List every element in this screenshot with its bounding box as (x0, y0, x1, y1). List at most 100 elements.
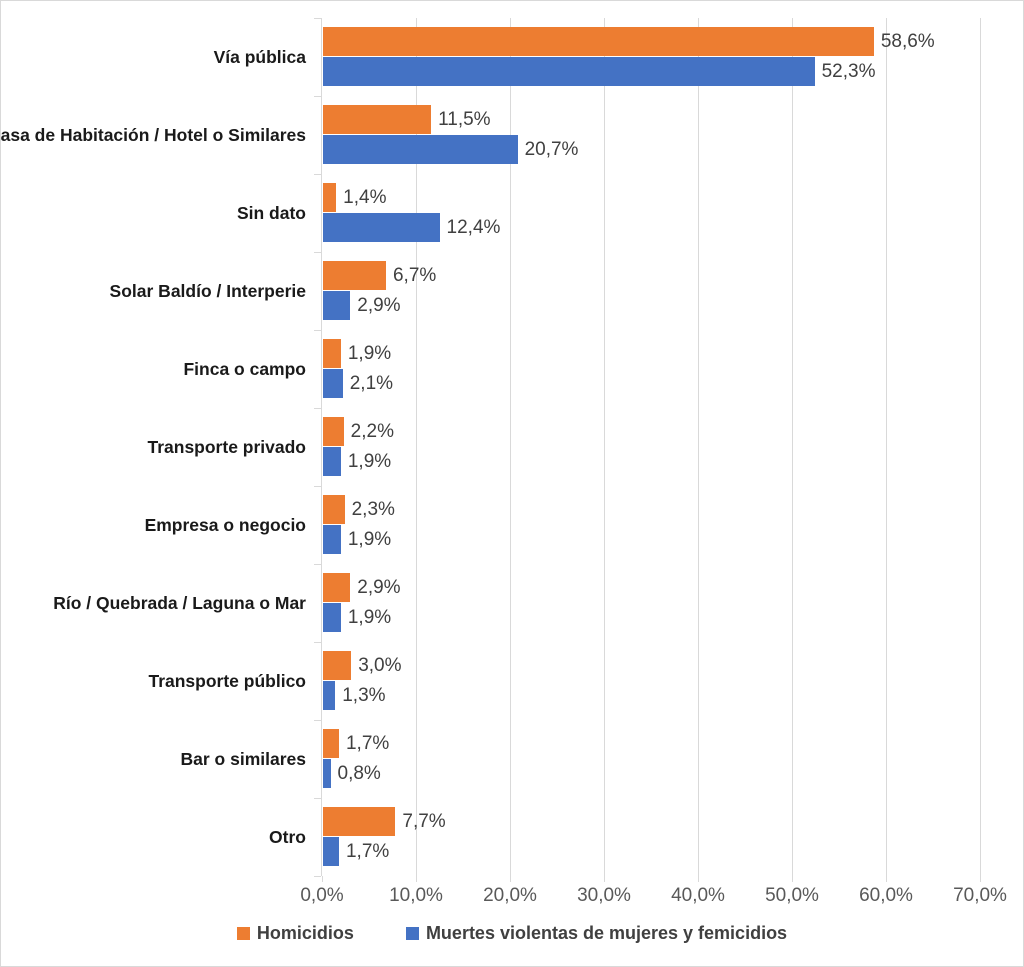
bar-group: 1,9% 2,1% (322, 330, 980, 408)
bar-value-label: 2,3% (351, 499, 395, 520)
value-axis-tick (416, 876, 417, 882)
category-axis-tick (314, 642, 321, 643)
bar-value-label: 2,2% (350, 421, 394, 442)
bar-value-label: 0,8% (337, 763, 381, 784)
category-axis-label: Río / Quebrada / Laguna o Mar (53, 593, 306, 613)
bar-value-label: 1,4% (343, 187, 387, 208)
bar[interactable] (323, 291, 351, 320)
bar[interactable] (323, 135, 518, 164)
gridline (416, 18, 417, 876)
bar-value-label: 1,7% (345, 733, 390, 754)
value-axis-tick-label: 20,0% (483, 885, 537, 906)
category-axis-tick (314, 18, 321, 19)
legend-label: Muertes violentas de mujeres y femicidio… (425, 923, 788, 943)
bar-value-label: 2,9% (357, 295, 401, 316)
category-axis-tick (314, 330, 321, 331)
bar-value-label: 2,1% (349, 373, 394, 394)
category-axis-label: Vía pública (213, 47, 306, 67)
bar[interactable] (323, 105, 432, 134)
bar-group: 2,3% 1,9% (322, 486, 980, 564)
bar[interactable] (323, 261, 386, 290)
category-axis-tick (314, 564, 321, 565)
value-axis-tick-label: 0,0% (300, 885, 344, 906)
legend-swatch-icon (236, 927, 250, 940)
category-axis-label: Sin dato (236, 203, 306, 223)
bar[interactable] (323, 57, 815, 86)
bar[interactable] (323, 603, 341, 632)
bar-value-label: 1,3% (342, 685, 386, 706)
category-axis-tick (314, 96, 321, 97)
bar-value-label: 3,0% (358, 655, 402, 676)
bar[interactable] (323, 573, 351, 602)
value-axis-tick (604, 876, 605, 882)
category-axis-tick (314, 174, 321, 175)
value-axis-tick (510, 876, 511, 882)
bar[interactable] (323, 183, 337, 212)
value-axis-tick-label: 30,0% (577, 885, 631, 906)
gridline (886, 18, 887, 876)
gridline (698, 18, 699, 876)
gridlines (1, 18, 1023, 882)
bar[interactable] (323, 651, 352, 680)
category-axis-label: Transporte público (148, 671, 306, 691)
bar-group: 58,6% 52,3% (322, 18, 980, 96)
bar[interactable] (323, 837, 339, 866)
bar-value-label: 6,7% (392, 265, 437, 286)
gridline (510, 18, 511, 876)
category-axis-tick (314, 720, 321, 721)
legend-item[interactable]: Homicidios (236, 923, 354, 944)
value-axis-tick (980, 876, 981, 882)
legend-label: Homicidios (256, 923, 354, 943)
bar[interactable] (323, 807, 396, 836)
value-axis-tick-label: 70,0% (953, 885, 1007, 906)
bar-value-label: 11,5% (438, 109, 491, 130)
chart-legend: Homicidios Muertes violentas de mujeres y… (1, 923, 1023, 944)
category-axis-tick (314, 876, 321, 877)
bar-value-label: 1,9% (347, 451, 392, 472)
value-axis-tick (886, 876, 887, 882)
value-axis-tick (322, 876, 323, 882)
category-axis-label: Solar Baldío / Interperie (109, 281, 306, 301)
bar-value-label: 2,9% (357, 577, 401, 598)
legend-item[interactable]: Muertes violentas de mujeres y femicidio… (405, 923, 788, 944)
value-axis-tick (698, 876, 699, 882)
bar[interactable] (323, 525, 341, 554)
category-axis-label: Casa de Habitación / Hotel o Similares (0, 125, 306, 145)
bar-value-label: 58,6% (880, 31, 935, 52)
value-axis-tick (792, 876, 793, 882)
category-axis-line (321, 18, 322, 876)
category-axis-tick (314, 486, 321, 487)
category-axis-label: Empresa o negocio (144, 515, 306, 535)
bar[interactable] (323, 759, 331, 788)
bar-group: 6,7% 2,9% (322, 252, 980, 330)
bar[interactable] (323, 681, 336, 710)
gridline (604, 18, 605, 876)
category-axis-label: Otro (269, 827, 306, 847)
bar[interactable] (323, 729, 339, 758)
bar-value-label: 1,9% (347, 529, 392, 550)
bar-group: 11,5% 20,7% (322, 96, 980, 174)
bar-group: 1,4% 12,4% (322, 174, 980, 252)
category-axis-label: Finca o campo (183, 359, 306, 379)
category-axis-tick (314, 252, 321, 253)
bar-value-label: 20,7% (524, 139, 579, 160)
bar-group: 7,7% 1,7% (322, 798, 980, 876)
bar[interactable] (323, 495, 345, 524)
value-axis-tick-label: 10,0% (389, 885, 443, 906)
bar-value-label: 12,4% (446, 217, 501, 238)
bar-value-label: 1,9% (347, 343, 392, 364)
bar-group: 2,2% 1,9% (322, 408, 980, 486)
bar[interactable] (323, 213, 440, 242)
bar-group: 1,7% 0,8% (322, 720, 980, 798)
bar[interactable] (323, 339, 341, 368)
bar[interactable] (323, 369, 343, 398)
category-axis-tick (314, 798, 321, 799)
value-axis-tick-label: 50,0% (765, 885, 819, 906)
bar-value-label: 1,9% (347, 607, 392, 628)
bar[interactable] (323, 417, 344, 446)
gridline (792, 18, 793, 876)
bar[interactable] (323, 447, 341, 476)
bar[interactable] (323, 27, 874, 56)
bar-group: 2,9% 1,9% (322, 564, 980, 642)
